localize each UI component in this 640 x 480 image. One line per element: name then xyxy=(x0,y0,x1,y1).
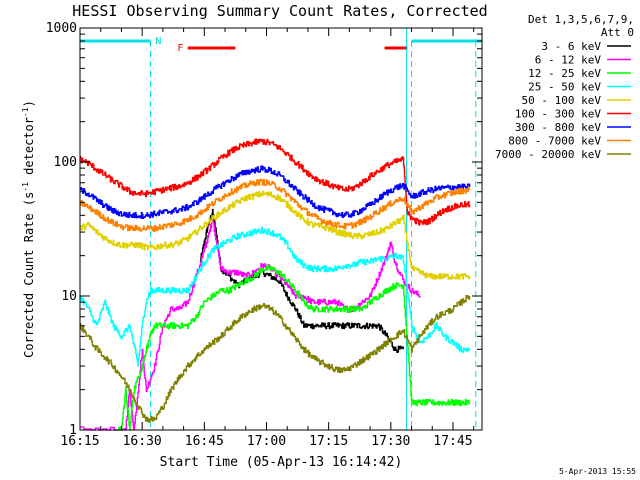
legend-header-line-2: Att 0 xyxy=(601,26,634,39)
y-tick-label: 1000 xyxy=(46,21,77,36)
legend-label: 12 - 25 keV xyxy=(528,67,601,80)
x-tick-label: 17:15 xyxy=(309,434,348,449)
x-axis-label: Start Time (05-Apr-13 16:14:42) xyxy=(160,455,403,470)
x-tick-label: 16:30 xyxy=(123,434,162,449)
plot-frame xyxy=(79,27,483,431)
y-axis-label-mid: detector xyxy=(22,117,36,182)
series-line xyxy=(80,226,471,367)
series-line xyxy=(80,165,471,219)
y-axis-label: Corrected Count Rate (s-1 detector-1) xyxy=(21,100,36,358)
legend-label: 100 - 300 keV xyxy=(515,108,601,121)
legend-label: 6 - 12 keV xyxy=(535,54,602,67)
legend-label: 7000 - 20000 keV xyxy=(495,148,601,161)
y-tick-label: 1 xyxy=(69,423,77,438)
series-line xyxy=(80,138,471,226)
series-line xyxy=(80,190,471,280)
x-tick-label: 17:30 xyxy=(371,434,410,449)
legend-label: 3 - 6 keV xyxy=(541,40,601,53)
y-axis: 1 10 100 1000 xyxy=(46,21,482,438)
y-axis-label-sup2: -1 xyxy=(21,107,30,117)
x-tick-label: 16:15 xyxy=(60,434,99,449)
legend-label: 50 - 100 keV xyxy=(522,94,602,107)
night-label: N xyxy=(155,36,161,47)
y-tick-label: 100 xyxy=(54,155,77,170)
y-tick-label: 10 xyxy=(61,289,77,304)
series-layer xyxy=(80,138,471,431)
legend-label: 800 - 7000 keV xyxy=(508,135,601,148)
series-line xyxy=(117,265,471,431)
legend-label: 25 - 50 keV xyxy=(528,81,601,94)
x-tick-label: 17:00 xyxy=(247,434,286,449)
generation-timestamp: 5-Apr-2013 15:55 xyxy=(559,467,636,476)
x-tick-label: 16:45 xyxy=(185,434,224,449)
legend-header-line-1: Det 1,3,5,6,7,9, xyxy=(528,13,634,26)
series-line xyxy=(80,178,471,232)
x-axis: 16:15 16:30 16:45 17:00 17:15 17:30 17:45 xyxy=(60,28,475,449)
annotation-layer: NF xyxy=(80,28,482,430)
y-axis-label-sup1: -1 xyxy=(21,182,30,192)
flare-label: F xyxy=(177,43,183,54)
y-axis-label-main: Corrected Count Rate (s xyxy=(22,192,36,358)
series-line xyxy=(80,295,471,423)
x-tick-label: 17:45 xyxy=(433,434,472,449)
chart-title: HESSI Observing Summary Count Rates, Cor… xyxy=(72,2,487,20)
legend-label: 300 - 800 keV xyxy=(515,121,601,134)
y-axis-label-end: ) xyxy=(22,100,36,107)
